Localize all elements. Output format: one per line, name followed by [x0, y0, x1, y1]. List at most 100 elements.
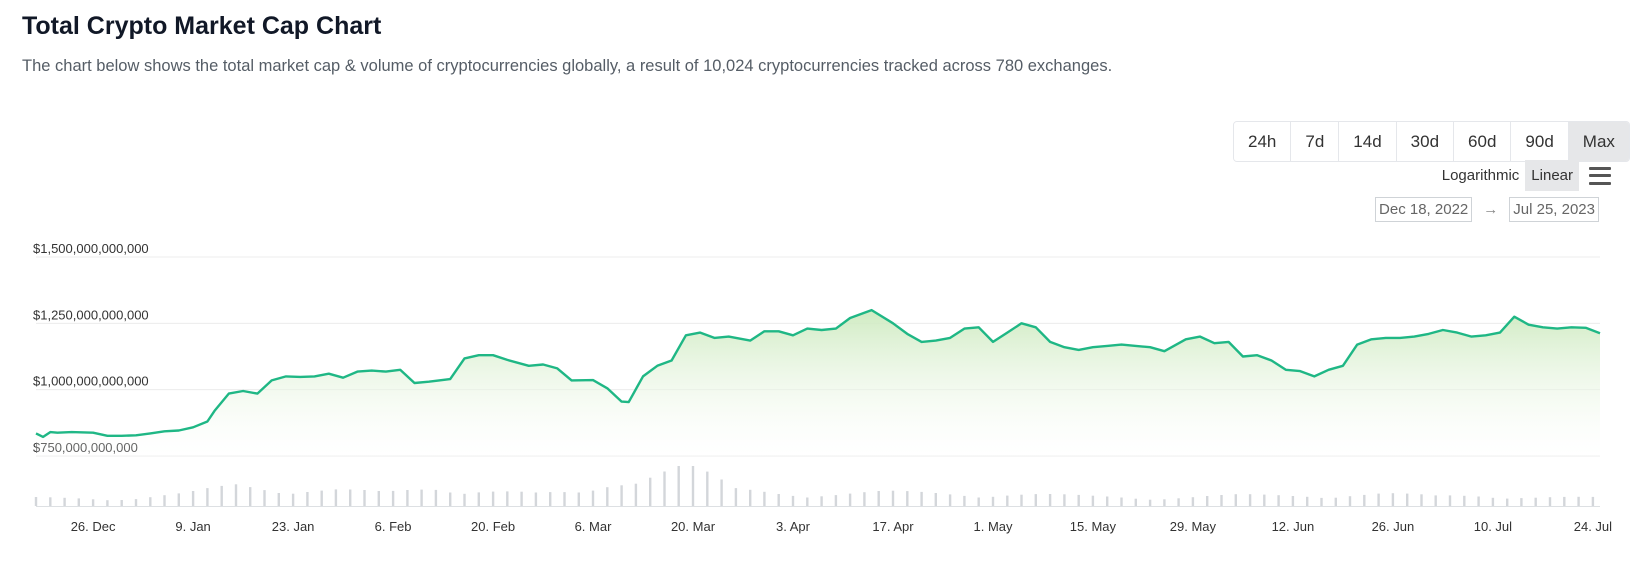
- volume-bar: [1306, 496, 1309, 506]
- volume-bar: [734, 488, 738, 506]
- volume-bar: [91, 499, 95, 506]
- volume-bar: [1377, 493, 1380, 506]
- volume-bar: [663, 471, 666, 506]
- volume-bar: [1020, 494, 1023, 506]
- volume-bar: [1206, 496, 1209, 506]
- volume-bar: [934, 493, 937, 506]
- volume-bar: [1248, 494, 1252, 506]
- volume-bar: [1063, 494, 1066, 506]
- volume-bar: [263, 490, 266, 506]
- page-description: The chart below shows the total market c…: [22, 57, 1113, 75]
- x-tick-label: 26. Jun: [1372, 519, 1415, 534]
- volume-bar: [1120, 497, 1123, 506]
- volume-bar: [777, 494, 780, 506]
- y-tick-label: $1,500,000,000,000: [33, 241, 149, 256]
- volume-bar: [1406, 493, 1409, 506]
- volume-bar: [1591, 496, 1595, 506]
- scale-logarithmic-button[interactable]: Logarithmic: [1441, 167, 1520, 184]
- volume-bar: [534, 492, 538, 506]
- volume-bar: [877, 491, 880, 506]
- volume-bar: [449, 492, 452, 506]
- volume-bar: [863, 492, 866, 506]
- date-to-input[interactable]: Jul 25, 2023: [1509, 197, 1599, 222]
- volume-bar: [806, 497, 809, 506]
- volume-bar: [1320, 497, 1323, 506]
- volume-bar: [577, 492, 580, 506]
- volume-bar: [1034, 494, 1037, 506]
- volume-bar: [906, 491, 909, 506]
- volume-bar: [463, 493, 466, 506]
- time-range-selector: 24h 7d 14d 30d 60d 90d Max: [1233, 121, 1630, 162]
- volume-bar: [620, 485, 623, 506]
- volume-bar: [334, 489, 338, 506]
- volume-bar: [391, 490, 395, 506]
- volume-bar: [1163, 499, 1166, 506]
- volume-bar: [177, 493, 180, 506]
- x-tick-label: 20. Mar: [671, 519, 716, 534]
- volume-bar: [634, 483, 638, 506]
- range-button-60d[interactable]: 60d: [1454, 122, 1512, 161]
- x-tick-label: 12. Jun: [1272, 519, 1315, 534]
- scale-toggle: Logarithmic Linear: [1436, 160, 1611, 191]
- volume-bar: [1477, 496, 1480, 506]
- volume-bar: [1448, 495, 1452, 506]
- x-tick-label: 1. May: [973, 519, 1013, 534]
- volume-bar: [434, 489, 438, 506]
- volume-bar: [763, 491, 766, 506]
- scale-linear-button[interactable]: Linear: [1525, 160, 1579, 191]
- date-from-input[interactable]: Dec 18, 2022: [1375, 197, 1473, 222]
- x-tick-label: 23. Jan: [272, 519, 315, 534]
- volume-bar: [291, 493, 295, 506]
- volume-bar: [1134, 498, 1137, 506]
- volume-bar: [1006, 495, 1009, 506]
- volume-bar: [991, 496, 995, 506]
- volume-bar: [377, 491, 380, 506]
- volume-bar: [1277, 495, 1280, 506]
- date-range: Dec 18, 2022 → Jul 25, 2023: [1375, 197, 1599, 222]
- volume-bar: [591, 490, 595, 506]
- volume-bar: [606, 487, 609, 506]
- volume-bar: [1434, 495, 1437, 506]
- volume-bar: [1534, 497, 1537, 506]
- range-button-max[interactable]: Max: [1568, 122, 1629, 161]
- range-button-14d[interactable]: 14d: [1339, 122, 1397, 161]
- volume-bar: [691, 466, 695, 506]
- x-tick-label: 15. May: [1070, 519, 1117, 534]
- volume-bar: [1191, 497, 1195, 506]
- volume-bar: [1563, 496, 1566, 506]
- volume-bar: [1491, 497, 1495, 506]
- range-button-24h[interactable]: 24h: [1234, 122, 1292, 161]
- volume-bar: [891, 490, 895, 506]
- volume-bar: [1048, 494, 1052, 506]
- volume-bar: [1420, 494, 1423, 506]
- volume-bar: [920, 491, 923, 506]
- volume-bar: [149, 497, 152, 506]
- volume-bar: [120, 500, 123, 506]
- y-tick-label: $1,250,000,000,000: [33, 307, 149, 322]
- x-tick-label: 26. Dec: [71, 519, 116, 534]
- volume-bar: [306, 492, 309, 506]
- volume-bar: [206, 488, 209, 506]
- volume-bar: [234, 484, 238, 506]
- volume-bar: [320, 490, 323, 506]
- page-title: Total Crypto Market Cap Chart: [22, 12, 382, 40]
- volume-bar: [363, 490, 366, 506]
- volume-bar: [1291, 496, 1295, 506]
- volume-bar: [106, 500, 109, 506]
- volume-bar: [563, 492, 566, 506]
- x-tick-label: 10. Jul: [1474, 519, 1512, 534]
- y-tick-label: $1,000,000,000,000: [33, 374, 149, 389]
- range-button-90d[interactable]: 90d: [1511, 122, 1569, 161]
- volume-bar: [349, 489, 352, 506]
- volume-bar: [1077, 494, 1080, 506]
- volume-bar: [1577, 496, 1580, 506]
- volume-bar: [1234, 494, 1237, 506]
- volume-bar: [834, 495, 838, 506]
- range-button-7d[interactable]: 7d: [1291, 122, 1340, 161]
- volume-bar: [1363, 494, 1366, 506]
- range-button-30d[interactable]: 30d: [1396, 122, 1455, 161]
- hamburger-menu-icon[interactable]: [1589, 166, 1611, 185]
- volume-bar: [520, 491, 523, 506]
- x-tick-label: 9. Jan: [175, 519, 210, 534]
- x-tick-label: 20. Feb: [471, 519, 515, 534]
